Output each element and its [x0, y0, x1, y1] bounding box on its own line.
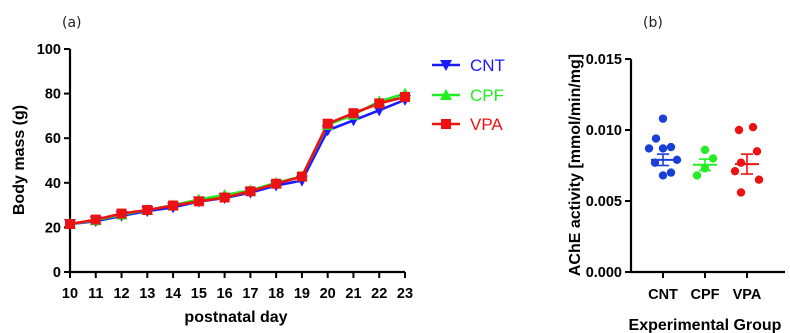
data-point-vpa: [752, 147, 762, 156]
data-point-cpf: [700, 145, 710, 155]
x-tick-label: 23: [397, 286, 413, 302]
b-y-tick-label: 0.015: [586, 52, 622, 68]
data-point-cnt: [672, 155, 682, 165]
b-x-tick-label: VPA: [733, 287, 762, 303]
data-point-vpa: [296, 171, 307, 182]
data-point-cnt: [651, 134, 661, 143]
data-point-vpa: [219, 192, 230, 203]
legend-marker-cpf: [440, 89, 452, 100]
data-point-vpa: [322, 118, 333, 129]
legend-marker-cnt: [440, 60, 452, 71]
data-point-cnt: [666, 168, 676, 177]
data-point-vpa: [736, 188, 746, 197]
x-tick-label: 13: [139, 286, 155, 302]
y-tick-label: 40: [45, 176, 61, 192]
data-point-cnt: [658, 144, 668, 153]
b-x-axis-title: Experimental Group: [629, 317, 782, 333]
y-tick-label: 80: [45, 87, 61, 103]
x-tick-label: 17: [242, 286, 258, 302]
data-point-vpa: [374, 98, 385, 109]
body-mass-axes: 0 20 40 60 80 100 10 11 12 13 14 15 16 17 18 19 20 21 22 23: [37, 42, 413, 302]
b-y-axis-title: AChE activity [mmol/min/mg]: [567, 54, 584, 276]
x-tick-label: 14: [165, 286, 181, 302]
data-point-vpa: [65, 219, 75, 230]
y-axis-title: Body mass (g): [11, 105, 28, 215]
x-tick-label: 16: [217, 286, 233, 302]
data-point-cpf: [708, 154, 718, 163]
data-point-vpa: [730, 166, 740, 176]
data-point-vpa: [193, 196, 204, 207]
x-tick-label: 19: [294, 286, 310, 302]
x-tick-label: 12: [113, 286, 129, 302]
data-point-cnt: [644, 144, 654, 153]
b-x-tick-label: CNT: [648, 287, 678, 303]
x-tick-label: 10: [62, 286, 78, 302]
y-tick-label: 0: [53, 265, 61, 281]
x-tick-label: 15: [191, 286, 207, 302]
legend-marker-vpa: [441, 119, 451, 129]
body-mass-chart: (a) 0 20 40 60 80 100 10 11 12 13 14 15 16 17 18 19 20 21…: [11, 15, 505, 326]
b-x-tick-label: CPF: [691, 287, 720, 303]
data-point-vpa: [734, 125, 744, 135]
data-point-cpf: [700, 164, 710, 173]
y-tick-label: 60: [45, 131, 61, 147]
x-tick-label: 20: [320, 286, 336, 302]
data-point-vpa: [245, 186, 256, 197]
body-mass-legend: CNT CPF VPA: [432, 56, 505, 134]
x-tick-label: 22: [371, 286, 387, 302]
body-mass-series: [64, 87, 411, 231]
data-point-cnt: [650, 158, 660, 167]
legend-label-cpf: CPF: [470, 86, 504, 105]
data-point-vpa: [736, 158, 746, 167]
x-tick-label: 18: [268, 286, 284, 302]
x-tick-label: 21: [345, 286, 361, 302]
b-y-tick-label: 0.005: [586, 194, 622, 210]
ache-points: [644, 114, 764, 197]
x-axis-title: postnatal day: [184, 309, 287, 326]
data-point-vpa: [748, 122, 758, 132]
data-point-vpa: [400, 91, 410, 102]
data-point-vpa: [142, 205, 153, 216]
x-tick-label: 11: [88, 286, 103, 302]
legend-label-vpa: VPA: [470, 115, 503, 134]
y-tick-label: 100: [37, 42, 61, 58]
data-point-vpa: [168, 200, 179, 211]
panel-a-label: (a): [62, 15, 82, 31]
data-point-cnt: [658, 171, 668, 180]
legend-label-cnt: CNT: [470, 56, 505, 75]
data-point-vpa: [348, 108, 359, 119]
data-point-vpa: [116, 208, 127, 219]
ache-activity-chart: (b) 0.000 0.005 0.010 0.015 CNT CPF VPA Experi…: [567, 15, 785, 333]
data-point-vpa: [90, 214, 101, 225]
panel-b-label: (b): [643, 15, 663, 31]
b-y-tick-label: 0.010: [586, 123, 622, 139]
b-y-tick-label: 0.000: [586, 265, 622, 281]
data-point-cnt: [666, 142, 676, 152]
data-point-vpa: [271, 178, 282, 189]
data-point-cnt: [658, 114, 668, 123]
y-tick-label: 20: [45, 220, 61, 236]
ache-axes: 0.000 0.005 0.010 0.015 CNT CPF VPA: [586, 52, 785, 303]
data-point-cpf: [692, 171, 702, 180]
data-point-vpa: [754, 175, 764, 184]
